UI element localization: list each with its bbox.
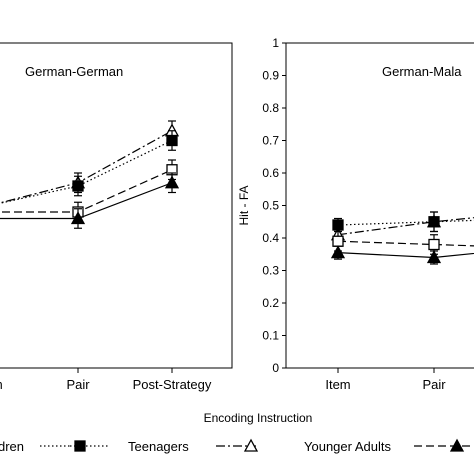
y-tick-label: 0.1 xyxy=(262,329,279,343)
y-axis-title: Hit - FA xyxy=(237,185,251,225)
panel-title: German-German xyxy=(25,64,123,79)
series-dotted-filled-square xyxy=(332,211,474,233)
legend-label-children: dren xyxy=(0,439,24,454)
data-point xyxy=(426,250,442,264)
series-line xyxy=(337,217,474,236)
data-point xyxy=(332,219,344,231)
series-line xyxy=(337,252,474,259)
plot-area xyxy=(330,211,474,265)
y-tick-label: 0 xyxy=(272,361,279,375)
series-dashdot-open-triangle xyxy=(0,120,180,204)
y-tick-label: 0.7 xyxy=(262,134,279,148)
legend-label-teenagers: Teenagers xyxy=(128,439,189,454)
series-solid-filled-triangle xyxy=(330,245,474,265)
panel-title: German-Mala xyxy=(382,64,462,79)
legend-marker-children xyxy=(74,440,86,452)
x-axis-title: Encoding Instruction xyxy=(204,411,313,425)
y-tick-label: 0.3 xyxy=(262,264,279,278)
y-tick-label: 0.9 xyxy=(262,69,279,83)
y-tick-label: 1 xyxy=(272,36,279,50)
data-point xyxy=(330,245,346,259)
y-tick-label: 0.5 xyxy=(262,199,279,213)
plot-area xyxy=(0,120,180,229)
legend-marker-younger-adults xyxy=(449,438,465,452)
data-point xyxy=(164,175,180,189)
data-point xyxy=(332,235,344,247)
x-category-label: Pair xyxy=(422,377,446,392)
y-tick-label: 0.8 xyxy=(262,101,279,115)
plot-frame xyxy=(285,42,474,369)
panel-german-german: German-German Item Pair Post-Strategy xyxy=(0,42,233,392)
y-tick-label: 0.6 xyxy=(262,166,279,180)
data-point xyxy=(72,180,84,192)
plot-frame xyxy=(0,42,233,369)
data-point xyxy=(428,238,440,251)
legend: dren Teenagers Younger Adults xyxy=(0,438,474,454)
series-solid-filled-triangle xyxy=(0,172,180,229)
series-line xyxy=(0,169,173,213)
y-tick-label: 0.4 xyxy=(262,231,279,245)
x-category-label: Post-Strategy xyxy=(133,377,212,392)
x-category-label: Item xyxy=(0,377,3,392)
data-point xyxy=(70,211,86,225)
data-point xyxy=(428,216,440,228)
y-tick-label: 0.2 xyxy=(262,296,279,310)
series-dotted-filled-square xyxy=(0,130,178,204)
series-line xyxy=(0,182,173,220)
series-line xyxy=(0,130,173,204)
x-category-label: Pair xyxy=(66,377,90,392)
legend-label-younger-adults: Younger Adults xyxy=(304,439,391,454)
x-category-label: Item xyxy=(325,377,350,392)
series-line xyxy=(337,240,474,247)
series-line xyxy=(337,219,474,226)
data-point xyxy=(166,134,178,147)
panel-german-malay: German-Mala 0 0.1 0.2 0.3 0.4 0.5 0.6 0.7 0.8 0.9 1… xyxy=(237,36,474,392)
legend-marker-teenagers xyxy=(243,438,259,452)
